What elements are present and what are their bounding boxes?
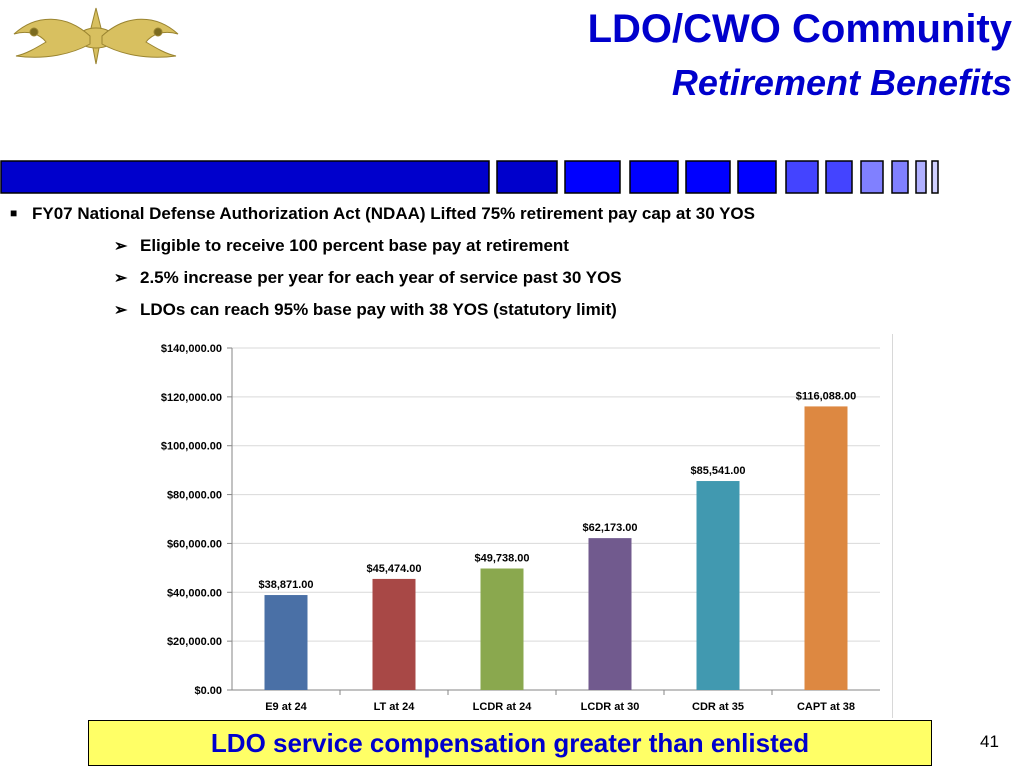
sub-bullet-2: ➢ 2.5% increase per year for each year of… — [114, 268, 622, 288]
sub-bullet-text: 2.5% increase per year for each year of … — [140, 268, 622, 287]
y-tick-label: $80,000.00 — [167, 490, 222, 502]
x-tick-label: LT at 24 — [374, 701, 416, 713]
x-tick-label: CDR at 35 — [692, 701, 744, 713]
y-tick-label: $0.00 — [194, 685, 222, 697]
callout-box: LDO service compensation greater than en… — [88, 720, 932, 766]
data-label: $116,088.00 — [796, 390, 857, 402]
bar — [804, 406, 848, 690]
x-tick-label: LCDR at 24 — [473, 701, 533, 713]
sub-bullet-1: ➢ Eligible to receive 100 percent base pa… — [114, 236, 569, 256]
bar — [588, 538, 632, 690]
y-tick-label: $20,000.00 — [167, 636, 222, 648]
page-number: 41 — [980, 732, 999, 751]
y-tick-label: $60,000.00 — [167, 538, 222, 550]
sub-bullet-text: LDOs can reach 95% base pay with 38 YOS … — [140, 300, 617, 319]
sub-bullet-3: ➢ LDOs can reach 95% base pay with 38 YOS… — [114, 300, 617, 320]
y-tick-label: $140,000.00 — [161, 343, 222, 355]
bar — [480, 568, 524, 690]
slide-title: LDO/CWO Community — [587, 7, 1012, 51]
bar — [264, 595, 308, 690]
y-tick-label: $120,000.00 — [161, 392, 222, 404]
data-label: $38,871.00 — [258, 579, 313, 591]
x-tick-label: E9 at 24 — [265, 701, 307, 713]
slide-subtitle: Retirement Benefits — [671, 62, 1012, 103]
data-label: $49,738.00 — [474, 552, 529, 564]
arrow-bullet-icon: ➢ — [114, 270, 128, 287]
retirement-pay-chart: $0.00 $20,000.00 $40,000.00 $60,000.00 $80,0… — [130, 334, 893, 718]
data-label: $85,541.00 — [690, 465, 745, 477]
sub-bullet-text: Eligible to receive 100 percent base pay… — [140, 236, 569, 255]
bullet-main: ■ FY07 National Defense Authorization Act… — [10, 204, 755, 224]
x-tick-label: LCDR at 30 — [581, 701, 640, 713]
arrow-bullet-icon: ➢ — [114, 302, 128, 319]
bar — [372, 578, 416, 690]
y-tick-label: $100,000.00 — [161, 441, 222, 453]
bar — [696, 481, 740, 690]
square-bullet-icon: ■ — [10, 206, 18, 220]
x-tick-label: CAPT at 38 — [797, 701, 855, 713]
decorative-block-strip — [0, 160, 939, 194]
bullet-main-text: FY07 National Defense Authorization Act … — [32, 204, 755, 223]
data-label: $62,173.00 — [582, 522, 637, 534]
y-tick-label: $40,000.00 — [167, 587, 222, 599]
dolphins-insignia-logo — [13, 7, 179, 65]
bar-chart-svg: $0.00 $20,000.00 $40,000.00 $60,000.00 $80,0… — [161, 343, 880, 713]
data-label: $45,474.00 — [366, 563, 421, 575]
arrow-bullet-icon: ➢ — [114, 238, 128, 255]
